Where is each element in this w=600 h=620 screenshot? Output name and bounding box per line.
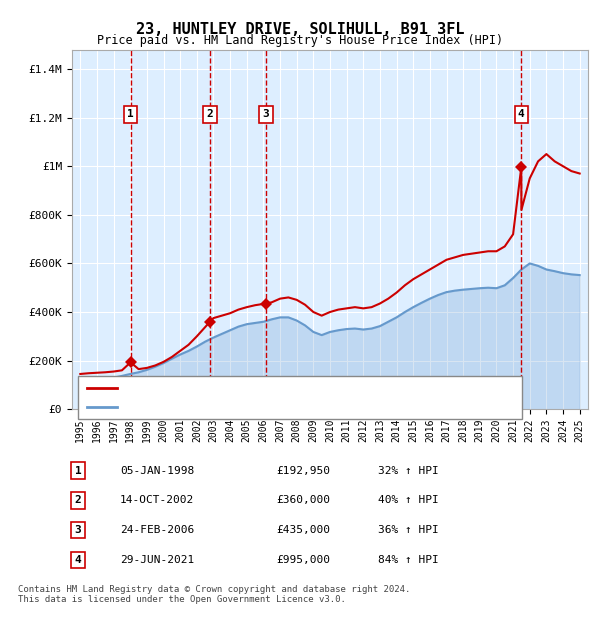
Text: 29-JUN-2021: 29-JUN-2021 [120,555,194,565]
Text: 23, HUNTLEY DRIVE, SOLIHULL, B91 3FL: 23, HUNTLEY DRIVE, SOLIHULL, B91 3FL [136,22,464,37]
Text: 3: 3 [263,109,269,119]
Text: 3: 3 [74,525,82,535]
Text: 2: 2 [74,495,82,505]
Text: £435,000: £435,000 [276,525,330,535]
Text: 84% ↑ HPI: 84% ↑ HPI [378,555,439,565]
Text: 2: 2 [206,109,214,119]
Text: 05-JAN-1998: 05-JAN-1998 [120,466,194,476]
Text: 4: 4 [518,109,524,119]
Text: HPI: Average price, detached house, Solihull: HPI: Average price, detached house, Soli… [120,402,395,412]
Text: 24-FEB-2006: 24-FEB-2006 [120,525,194,535]
Text: £192,950: £192,950 [276,466,330,476]
Text: 1: 1 [127,109,134,119]
Text: 36% ↑ HPI: 36% ↑ HPI [378,525,439,535]
Text: Contains HM Land Registry data © Crown copyright and database right 2024.
This d: Contains HM Land Registry data © Crown c… [18,585,410,604]
Text: £995,000: £995,000 [276,555,330,565]
Text: 23, HUNTLEY DRIVE, SOLIHULL, B91 3FL (detached house): 23, HUNTLEY DRIVE, SOLIHULL, B91 3FL (de… [120,383,451,393]
Text: 14-OCT-2002: 14-OCT-2002 [120,495,194,505]
Text: 32% ↑ HPI: 32% ↑ HPI [378,466,439,476]
Text: 40% ↑ HPI: 40% ↑ HPI [378,495,439,505]
Text: 4: 4 [74,555,82,565]
Text: 1: 1 [74,466,82,476]
Text: Price paid vs. HM Land Registry's House Price Index (HPI): Price paid vs. HM Land Registry's House … [97,34,503,47]
Text: £360,000: £360,000 [276,495,330,505]
